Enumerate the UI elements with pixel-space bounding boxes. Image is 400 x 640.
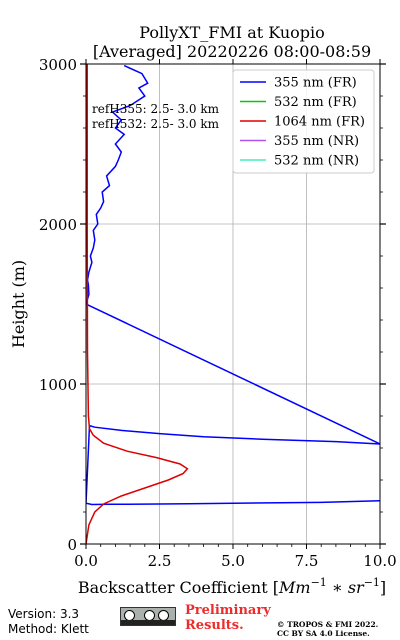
method-text: Method: Klett (8, 622, 89, 636)
preliminary-line1: Preliminary (185, 603, 271, 618)
x-tick-label: 10.0 (363, 552, 396, 570)
axis-ticks: 0.0 2.5 5.0 7.5 10.0 0 1000 2000 3000 (39, 56, 397, 570)
y-axis-label: Height (m) (9, 260, 28, 348)
x-axis-label: Backscatter Coefficient [Mm−1 ∗ sr−1] (78, 576, 386, 597)
copyright-line1: © TROPOS & FMI 2022. (277, 620, 379, 629)
annotation-refh532: refH532: 2.5- 3.0 km (92, 117, 220, 131)
chart-title-line2: [Averaged] 20220226 08:00-08:59 (93, 42, 371, 61)
cc-license-badge (120, 607, 176, 626)
copyright-line2: CC BY SA 4.0 License. (277, 629, 370, 638)
series-layer (86, 64, 380, 544)
legend-label-1064-fr: 1064 nm (FR) (274, 115, 365, 130)
x-tick-label: 5.0 (221, 552, 245, 570)
legend-label-532-fr: 532 nm (FR) (274, 95, 357, 110)
preliminary-line2: Results. (185, 618, 244, 633)
x-tick-label: 0.0 (74, 552, 98, 570)
series-line-1064-fr (86, 64, 189, 544)
series-line-355-fr (86, 64, 380, 506)
chart-title-line1: PollyXT_FMI at Kuopio (139, 23, 325, 42)
version-info: Version: 3.3 Method: Klett (8, 607, 89, 637)
x-tick-label: 7.5 (295, 552, 319, 570)
y-tick-label: 2000 (39, 216, 77, 234)
cc-badge-strip (121, 620, 175, 625)
legend-label-532-nr: 532 nm (NR) (274, 154, 359, 169)
y-tick-label: 3000 (39, 56, 77, 74)
legend-label-355-nr: 355 nm (NR) (274, 134, 359, 149)
y-tick-label: 0 (67, 536, 77, 554)
y-tick-label: 1000 (39, 376, 77, 394)
legend: 355 nm (FR) 532 nm (FR) 1064 nm (FR) 355 nm… (232, 69, 375, 174)
copyright-notice: © TROPOS & FMI 2022. CC BY SA 4.0 Licens… (277, 620, 378, 638)
legend-box (232, 69, 375, 174)
annotation-refh355: refH355: 2.5- 3.0 km (92, 102, 220, 116)
version-text: Version: 3.3 (8, 607, 80, 621)
x-tick-label: 2.5 (148, 552, 172, 570)
preliminary-notice: Preliminary Results. (185, 603, 271, 633)
legend-label-355-fr: 355 nm (FR) (274, 76, 357, 91)
